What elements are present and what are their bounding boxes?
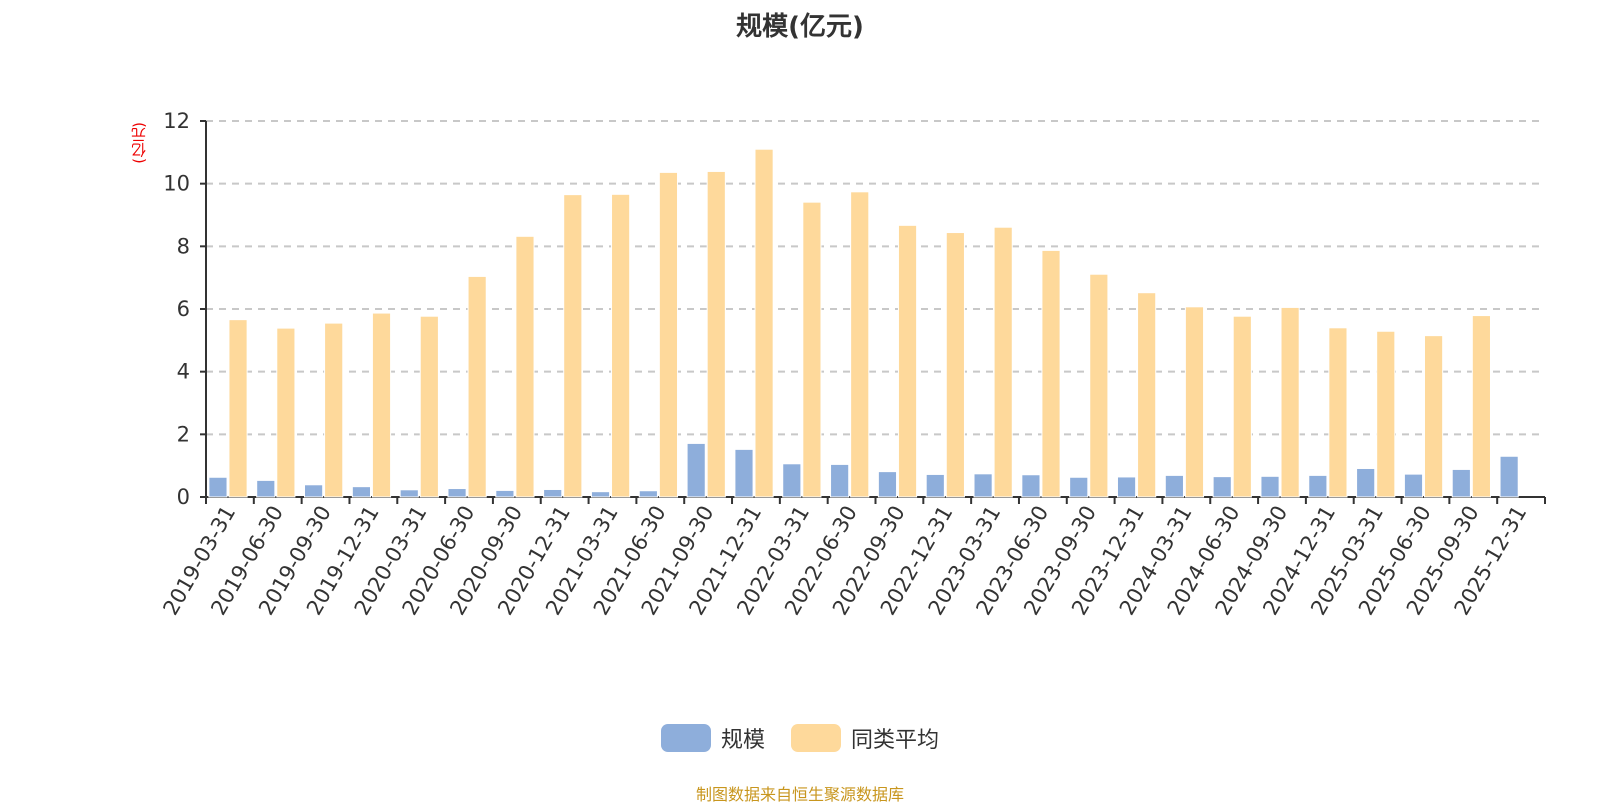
legend-swatch-scale: [660, 724, 711, 752]
y-tick-label: 6: [177, 297, 190, 321]
y-tick-label: 8: [177, 234, 190, 258]
bar-peer-average: [945, 232, 965, 498]
bar-scale: [399, 489, 419, 498]
y-tick-label: 10: [163, 172, 190, 196]
legend-item-peer-average[interactable]: 同类平均: [791, 722, 939, 754]
bar-scale: [925, 473, 945, 498]
chart-title: 规模(亿元): [736, 12, 864, 42]
bar-scale: [734, 448, 754, 498]
bar-peer-average: [1280, 306, 1300, 498]
bar-scale: [1116, 476, 1137, 498]
data-source-note: 制图数据来自恒生聚源数据库: [695, 785, 904, 804]
bar-peer-average: [228, 319, 248, 498]
bar-scale: [495, 489, 515, 498]
bar-peer-average: [611, 193, 631, 498]
bar-peer-average: [802, 201, 822, 498]
legend-item-scale[interactable]: 规模: [660, 722, 765, 754]
bar-scale: [590, 491, 611, 498]
bar-peer-average: [850, 191, 870, 498]
bar-peer-average: [897, 224, 918, 498]
bar-peer-average: [467, 275, 487, 498]
bar-peer-average: [754, 148, 774, 498]
y-tick-label: 12: [163, 109, 190, 133]
bar-scale: [1308, 474, 1328, 498]
bar-scale: [973, 473, 993, 498]
bar-scale: [1403, 473, 1424, 498]
bar-scale: [1212, 476, 1232, 498]
bar-peer-average: [371, 312, 392, 498]
bar-peer-average: [1089, 273, 1109, 498]
bar-scale: [351, 486, 372, 498]
bar-peer-average: [276, 327, 296, 498]
bar-peer-average: [563, 194, 583, 498]
bar-peer-average: [1471, 315, 1491, 498]
bar-scale: [782, 463, 802, 498]
legend: 规模 同类平均: [0, 722, 1600, 754]
y-tick-label: 0: [177, 485, 190, 509]
y-tick-label: 4: [177, 360, 190, 384]
bar-scale: [447, 488, 467, 498]
bar-peer-average: [1328, 327, 1348, 498]
bar-peer-average: [993, 226, 1013, 498]
bar-scale: [830, 463, 850, 498]
bar-peer-average: [658, 171, 679, 498]
bar-scale: [304, 484, 324, 498]
bar-peer-average: [1423, 335, 1444, 498]
legend-swatch-peer-average: [791, 724, 841, 752]
bar-scale: [686, 442, 706, 498]
bar-peer-average: [419, 315, 439, 498]
bar-peer-average: [515, 235, 535, 498]
bar-scale: [1021, 474, 1041, 498]
bar-scale: [638, 490, 658, 498]
bar-scale: [256, 479, 276, 498]
bar-peer-average: [1184, 306, 1205, 498]
legend-label-scale: 规模: [720, 728, 765, 753]
bar-scale: [1451, 468, 1471, 498]
bar-scale: [1164, 474, 1184, 498]
bar-peer-average: [706, 170, 726, 498]
bar-peer-average: [1137, 292, 1157, 498]
bar-peer-average: [324, 322, 344, 498]
bar-scale: [1356, 467, 1376, 498]
bar-scale: [877, 471, 898, 498]
bar-scale: [1499, 455, 1519, 498]
bar-scale: [1260, 475, 1280, 498]
bar-peer-average: [1232, 315, 1252, 498]
bar-scale: [208, 476, 228, 498]
legend-label-peer-average: 同类平均: [851, 728, 940, 753]
bar-scale: [1069, 476, 1089, 498]
bar-scale: [543, 488, 563, 498]
bar-peer-average: [1041, 249, 1061, 498]
bar-peer-average: [1376, 330, 1396, 498]
y-tick-label: 2: [177, 422, 190, 446]
